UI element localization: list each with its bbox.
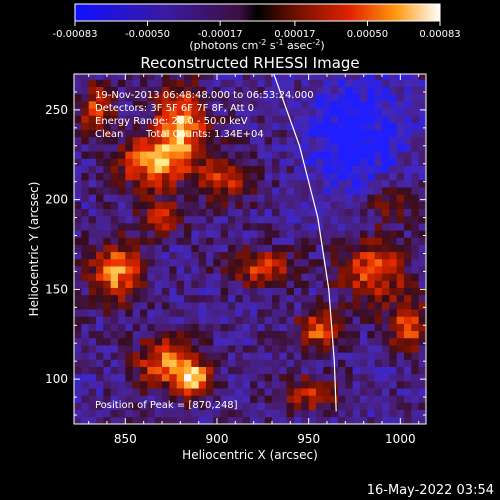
x-tick-label: 1000 [385,432,416,446]
annotation-energy-range: Energy Range: 20.0 - 50.0 keV [95,116,248,127]
x-tick-label: 950 [297,432,320,446]
annotation-block: 19-Nov-2013 06:48:48.000 to 06:53:24.000… [95,90,314,411]
colorbar-unit-label: (photons cm-2 s-1 asec-2) [189,38,324,52]
colorbar-tick-label: -0.00083 [53,29,98,40]
y-tick-labels: 100 150 200 250 [45,103,68,386]
y-tick-label: 150 [45,282,68,296]
x-tick-labels: 850 900 950 1000 [114,432,416,446]
annotation-clean: Clean [95,129,123,140]
colorbar [74,3,441,22]
colorbar-tick-label: 0.00017 [274,29,315,40]
annotation-peak-position: Position of Peak = [870,248] [95,400,238,411]
heatmap-image [74,74,426,424]
colorbar-tick-labels: -0.00083 -0.00050 -0.00017 0.00017 0.00050 0.… [53,29,461,40]
y-axis-label: Heliocentric Y (arcsec) [27,182,41,317]
annotation-time-range: 19-Nov-2013 06:48:48.000 to 06:53:24.000 [95,90,314,101]
annotation-total-counts: Total Counts: 1.34E+04 [145,129,264,140]
x-tick-label: 850 [114,432,137,446]
solar-limb-line [273,74,337,412]
colorbar-tick-label: 0.00083 [419,29,460,40]
chart-title: Reconstructed RHESSI Image [140,54,359,72]
colorbar-ticks [74,21,441,26]
x-axis-label: Heliocentric X (arcsec) [182,448,318,462]
plot-frame [73,73,427,425]
axis-ticks [74,73,426,424]
x-tick-label: 900 [206,432,229,446]
y-tick-label: 100 [45,372,68,386]
colorbar-tick-label: -0.00050 [125,29,170,40]
y-tick-label: 200 [45,193,68,207]
colorbar-tick-label: 0.00050 [347,29,388,40]
y-tick-label: 250 [45,103,68,117]
colorbar-tick-label: -0.00017 [198,29,243,40]
footer-timestamp: 16-May-2022 03:54 [367,483,494,498]
annotation-detectors: Detectors: 3F 5F 6F 7F 8F, Att 0 [95,103,254,114]
